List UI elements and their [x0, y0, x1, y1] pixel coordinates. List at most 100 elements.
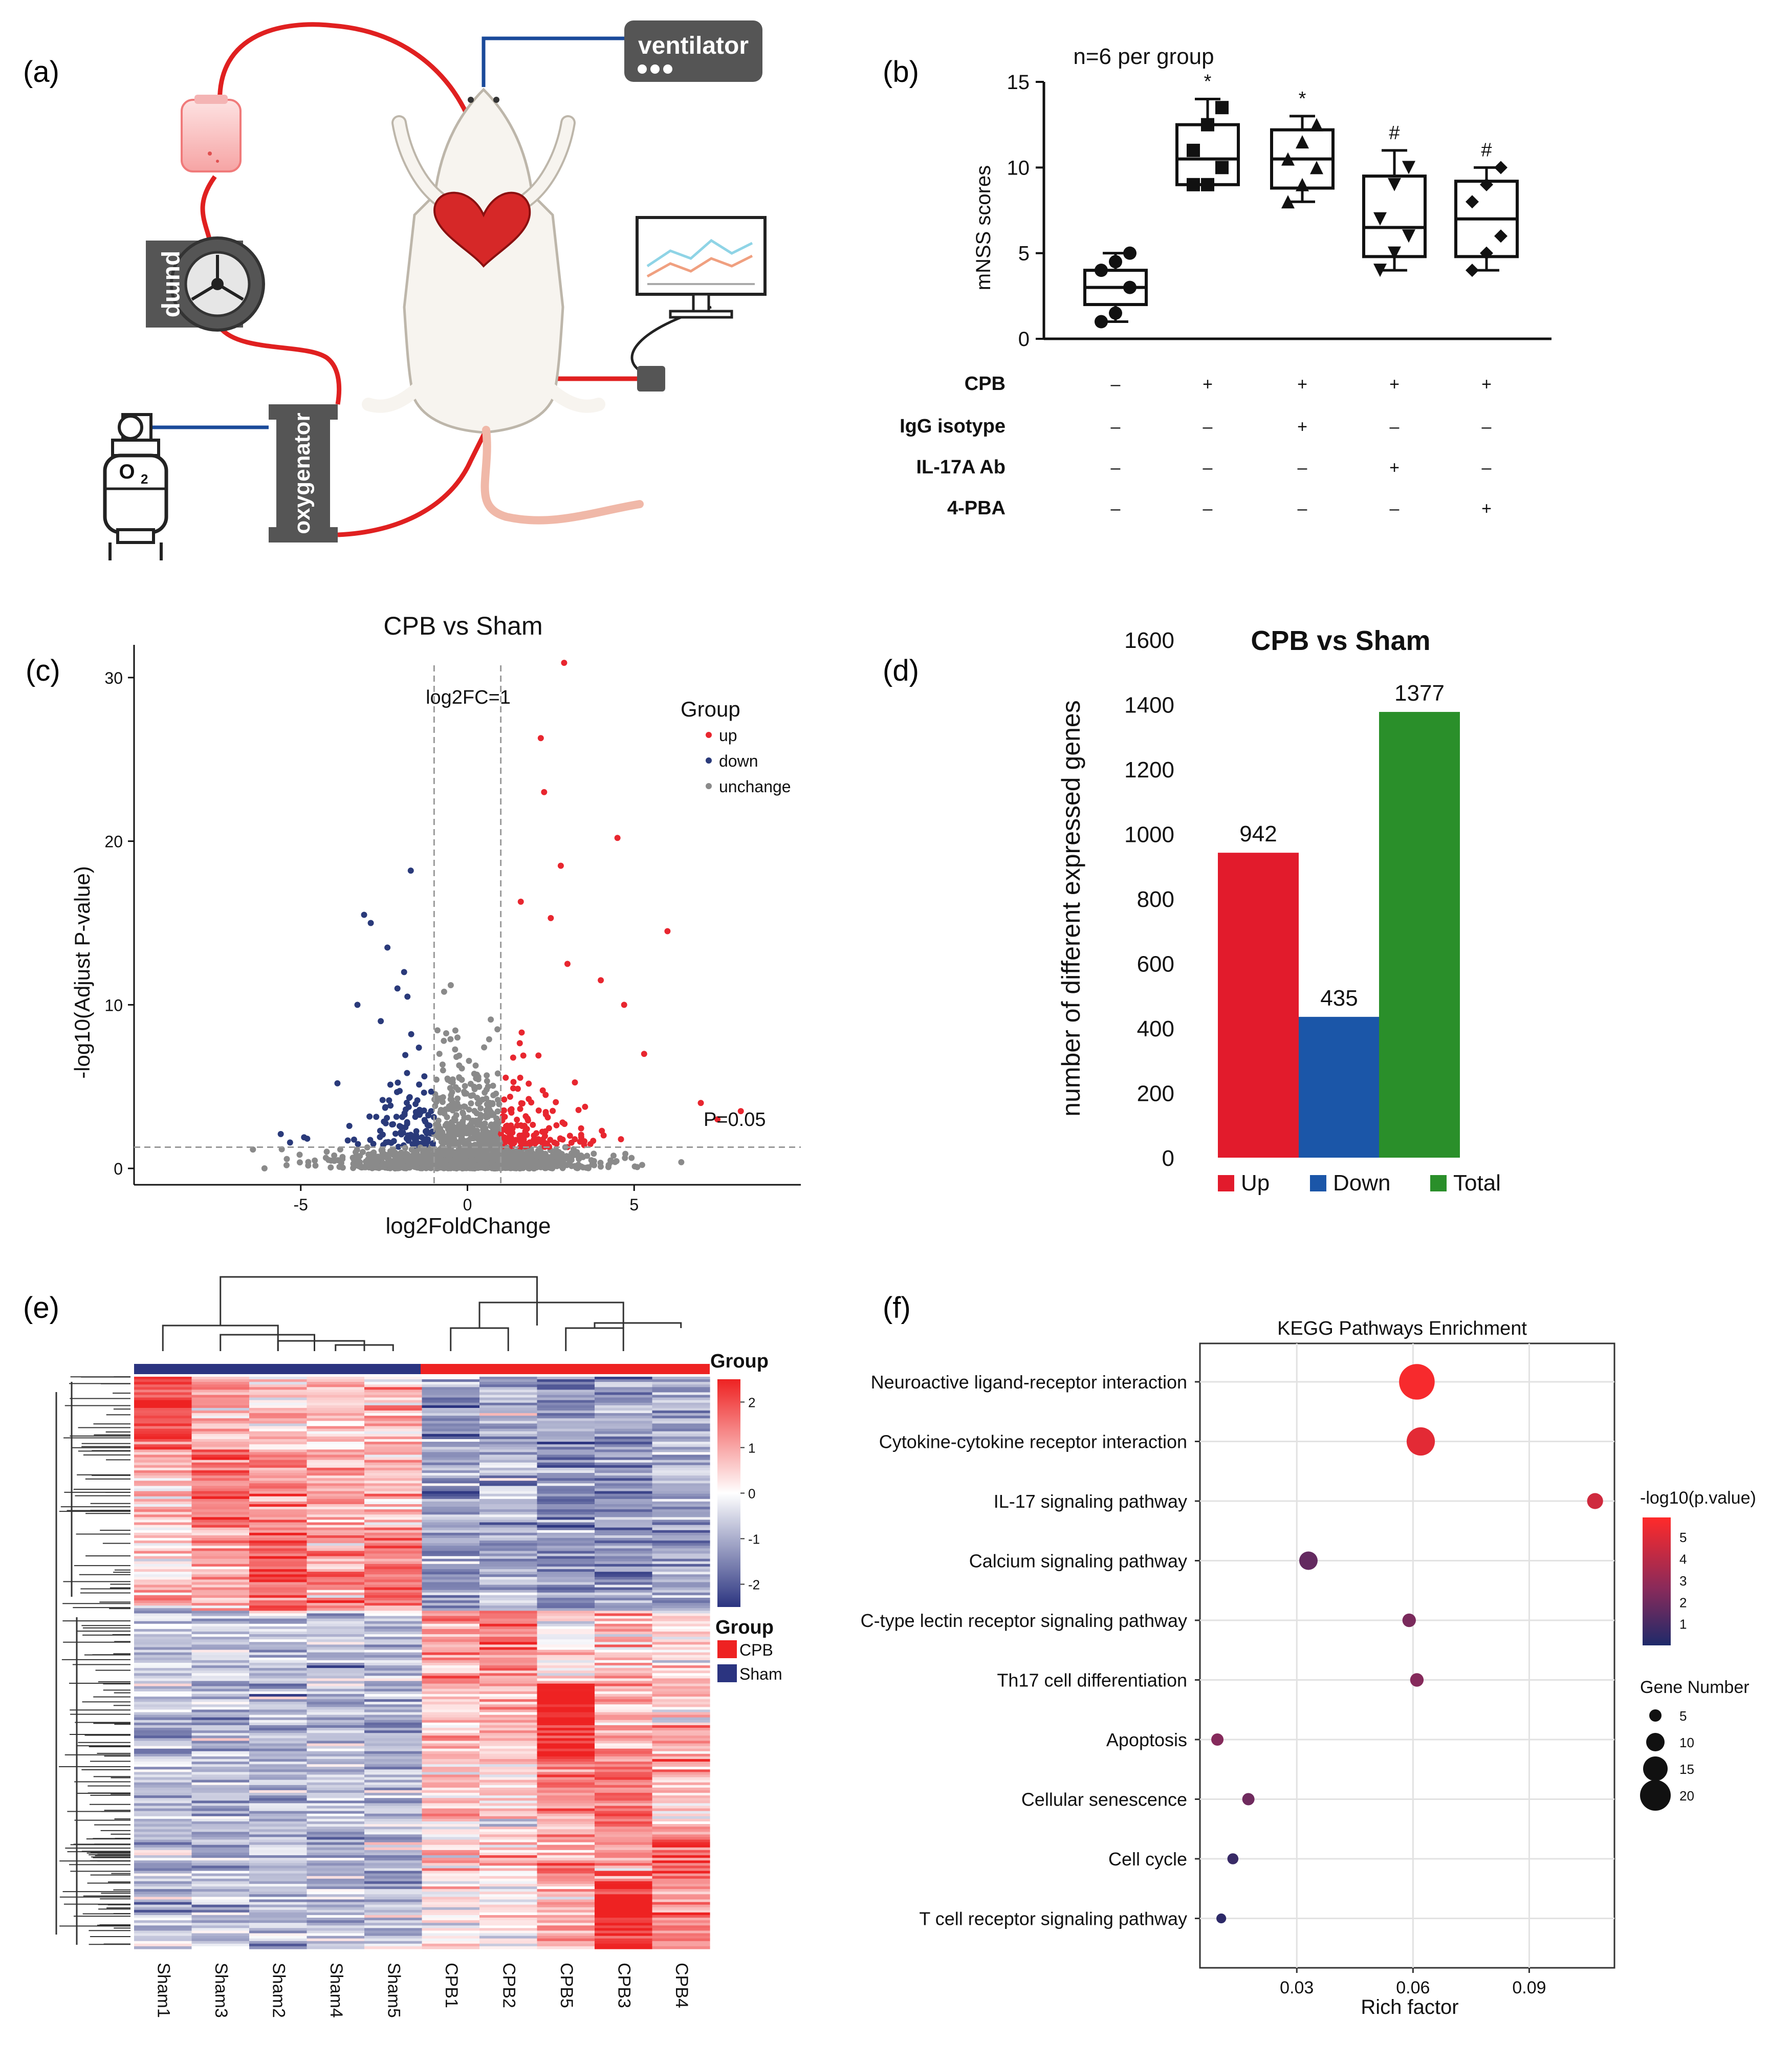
- heatmap-cell: [191, 1676, 250, 1679]
- volcano-point: [337, 1146, 343, 1153]
- heatmap-cell: [134, 1688, 192, 1692]
- heatmap-cell: [652, 1626, 710, 1630]
- heatmap-cell: [191, 1428, 250, 1432]
- heatmap-cell: [652, 1946, 710, 1949]
- heatmap-cell: [191, 1855, 250, 1858]
- heatmap-cell: [595, 1405, 653, 1408]
- volcano-ylabel: -log10(Adjust P-value): [70, 866, 94, 1079]
- heatmap-cell: [307, 1509, 365, 1512]
- volcano-point: [519, 1152, 526, 1158]
- heatmap-cell: [479, 1467, 538, 1471]
- heatmap-cell: [134, 1717, 192, 1721]
- heatmap-cell: [537, 1777, 595, 1780]
- heatmap-cell: [249, 1488, 308, 1492]
- volcano-point: [283, 1156, 290, 1162]
- heatmap-cell: [422, 1546, 480, 1549]
- heatmap-cell: [364, 1473, 423, 1476]
- heatmap-cell: [364, 1925, 423, 1928]
- heatmap-cell: [537, 1923, 595, 1926]
- heatmap-cell: [537, 1925, 595, 1928]
- heatmap-cell: [191, 1649, 250, 1653]
- heatmap-cell: [422, 1735, 480, 1739]
- heatmap-cell: [134, 1738, 192, 1742]
- heatmap-cell: [422, 1572, 480, 1575]
- heatmap-cell: [249, 1546, 308, 1549]
- heatmap-cell: [134, 1824, 192, 1827]
- heatmap-cell: [134, 1587, 192, 1591]
- heatmap-cell: [422, 1881, 480, 1884]
- heatmap-cell: [307, 1402, 365, 1406]
- heatmap-cell: [364, 1850, 423, 1853]
- heatmap-cell: [249, 1670, 308, 1674]
- heatmap-cell: [479, 1860, 538, 1863]
- heatmap-cell: [537, 1655, 595, 1658]
- heatmap-cell: [364, 1442, 423, 1445]
- heatmap-cell: [249, 1855, 308, 1858]
- heatmap-cell: [307, 1470, 365, 1473]
- heatmap-cell: [134, 1839, 192, 1843]
- heatmap-cell: [307, 1756, 365, 1760]
- heatmap-cell: [422, 1561, 480, 1565]
- heatmap-cell: [537, 1907, 595, 1910]
- heatmap-cell: [479, 1855, 538, 1858]
- heatmap-cell: [595, 1876, 653, 1879]
- heatmap-cell: [249, 1798, 308, 1801]
- volcano-point: [322, 1155, 329, 1161]
- treatment-cell: –: [1203, 458, 1213, 477]
- box-point: [1388, 178, 1401, 191]
- heatmap-cell: [307, 1725, 365, 1728]
- heatmap-cell: [479, 1457, 538, 1461]
- heatmap-cell: [479, 1416, 538, 1419]
- heatmap-cell: [134, 1597, 192, 1601]
- heatmap-cell: [134, 1488, 192, 1492]
- heatmap-cell: [134, 1444, 192, 1447]
- heatmap-cell: [595, 1449, 653, 1452]
- heatmap-cell: [595, 1460, 653, 1463]
- heatmap-cell: [652, 1860, 710, 1863]
- volcano-point: [433, 1076, 440, 1083]
- heatmap-cell: [652, 1514, 710, 1518]
- heatmap-cell: [307, 1699, 365, 1702]
- heatmap-cell: [422, 1714, 480, 1718]
- heatmap-cell: [479, 1746, 538, 1749]
- heatmap-cell: [422, 1532, 480, 1536]
- heatmap-cell: [422, 1644, 480, 1648]
- volcano-point: [441, 1037, 447, 1044]
- heatmap-cell: [537, 1475, 595, 1479]
- heatmap-cell: [652, 1532, 710, 1536]
- heatmap-cell: [249, 1915, 308, 1918]
- heatmap-cell: [249, 1707, 308, 1710]
- heatmap-cell: [595, 1454, 653, 1458]
- heatmap-cell: [595, 1660, 653, 1663]
- heatmap-cell: [134, 1681, 192, 1684]
- heatmap-cell: [249, 1722, 308, 1726]
- heatmap-cell: [191, 1668, 250, 1671]
- treatment-cell: +: [1389, 375, 1400, 394]
- heatmap-cell: [479, 1813, 538, 1817]
- heatmap-cell: [422, 1756, 480, 1760]
- heatmap-cell: [307, 1847, 365, 1851]
- box-significance-mark: #: [1481, 139, 1492, 161]
- heatmap-cell: [479, 1546, 538, 1549]
- heatmap-cell: [422, 1527, 480, 1531]
- heatmap-cell: [652, 1454, 710, 1458]
- heatmap-cell: [422, 1649, 480, 1653]
- heatmap-cell: [537, 1899, 595, 1903]
- heatmap-cell: [595, 1551, 653, 1554]
- heatmap-cell: [537, 1405, 595, 1408]
- heatmap-cell: [249, 1834, 308, 1838]
- boxplot-annotation: n=6 per group: [1073, 44, 1214, 69]
- heatmap-cell: [364, 1892, 423, 1895]
- heatmap-cell: [191, 1522, 250, 1526]
- heatmap-cell: [249, 1907, 308, 1910]
- heatmap-cell: [537, 1936, 595, 1939]
- heatmap-cell: [249, 1522, 308, 1526]
- heatmap-cell: [134, 1642, 192, 1645]
- heatmap-cell: [652, 1699, 710, 1702]
- heatmap-cell: [364, 1702, 423, 1705]
- heatmap-cell: [479, 1382, 538, 1385]
- volcano-point: [478, 1156, 485, 1163]
- heatmap-cell: [537, 1467, 595, 1471]
- heatmap-cell: [595, 1712, 653, 1715]
- heatmap-cell: [537, 1428, 595, 1432]
